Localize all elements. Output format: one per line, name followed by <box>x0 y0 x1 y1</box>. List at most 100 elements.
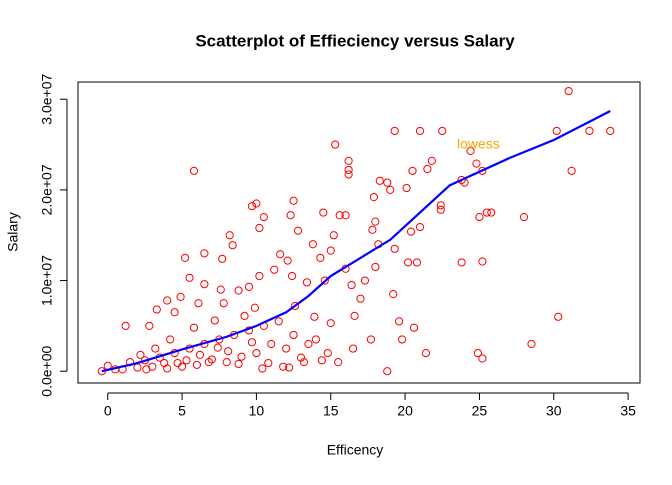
point <box>567 166 576 175</box>
point <box>473 348 483 358</box>
point <box>285 363 294 372</box>
point <box>360 276 370 285</box>
point <box>347 280 356 290</box>
point <box>163 296 172 305</box>
point <box>136 350 145 359</box>
point <box>259 212 268 222</box>
point <box>409 323 419 332</box>
point <box>289 330 298 340</box>
point <box>317 356 326 365</box>
point <box>222 358 231 367</box>
point <box>247 202 257 211</box>
point <box>348 344 358 353</box>
point <box>316 253 325 262</box>
point <box>436 205 445 214</box>
x-tick-label: 5 <box>178 403 186 419</box>
point <box>293 226 303 235</box>
point <box>270 265 279 274</box>
x-axis-label: Efficency <box>327 442 384 458</box>
point <box>290 301 300 311</box>
y-axis-label: Salary <box>5 212 21 252</box>
point <box>368 225 377 234</box>
point <box>274 317 283 326</box>
point <box>152 305 161 314</box>
point <box>406 227 416 236</box>
point <box>472 159 481 168</box>
point <box>267 339 276 349</box>
y-tick-label: 0.0e+00 <box>39 346 55 397</box>
point <box>252 199 261 208</box>
point <box>234 359 243 369</box>
point <box>331 140 340 149</box>
point <box>389 290 398 299</box>
point <box>326 246 335 255</box>
point <box>585 126 594 136</box>
plot-frame <box>77 81 641 384</box>
point <box>519 212 529 222</box>
point <box>323 348 332 358</box>
point <box>390 126 399 136</box>
point <box>234 286 243 295</box>
point <box>200 280 209 289</box>
point <box>320 276 329 285</box>
point <box>204 358 213 367</box>
point <box>415 126 425 136</box>
annotation: lowess <box>457 136 500 152</box>
point <box>395 317 404 326</box>
point <box>427 156 436 165</box>
point <box>421 348 431 358</box>
point <box>218 254 227 263</box>
point <box>436 201 445 210</box>
point <box>194 299 203 308</box>
point <box>250 303 260 312</box>
point <box>286 211 295 220</box>
point <box>344 165 353 175</box>
point <box>356 294 365 303</box>
point <box>438 126 447 136</box>
point <box>527 339 536 349</box>
point <box>228 241 237 250</box>
point <box>247 338 257 347</box>
point <box>329 231 338 240</box>
point <box>166 335 175 344</box>
point <box>213 343 222 352</box>
point <box>225 231 234 240</box>
point <box>408 166 417 175</box>
point <box>350 311 359 321</box>
point <box>121 321 130 330</box>
point <box>189 323 199 332</box>
chart-title: Scatterplot of Effieciency versus Salary <box>195 31 515 50</box>
point <box>255 271 264 281</box>
point <box>287 271 297 281</box>
point <box>369 193 378 202</box>
point <box>200 249 209 258</box>
point <box>173 358 182 368</box>
point <box>237 352 246 361</box>
point <box>189 166 199 175</box>
x-tick-label: 25 <box>472 403 488 419</box>
point <box>210 316 219 325</box>
point <box>176 292 185 301</box>
point <box>276 250 285 259</box>
point <box>375 176 384 185</box>
point <box>308 240 318 249</box>
point <box>296 353 306 362</box>
point <box>398 335 407 344</box>
point <box>341 211 350 220</box>
point <box>402 183 411 193</box>
point <box>487 208 496 217</box>
lowess-line <box>101 110 611 373</box>
x-tick-label: 0 <box>104 403 112 419</box>
point <box>335 211 344 220</box>
point <box>564 86 573 96</box>
point <box>552 126 561 136</box>
point <box>412 258 422 267</box>
point <box>224 347 233 356</box>
point <box>415 222 425 232</box>
point <box>334 358 343 367</box>
point <box>366 335 375 344</box>
point <box>151 344 160 353</box>
point <box>371 262 380 272</box>
